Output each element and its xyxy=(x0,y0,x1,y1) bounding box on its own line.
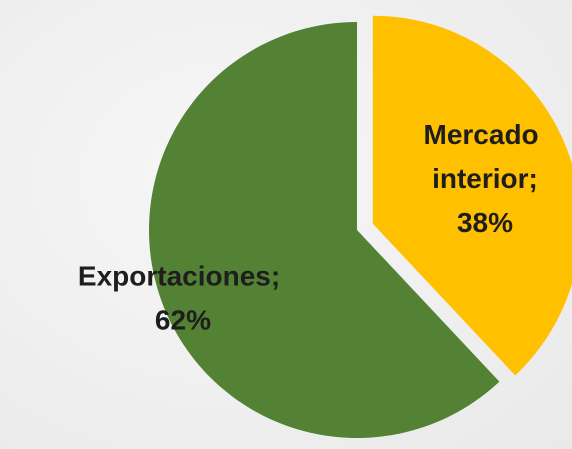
slice-label: Exportaciones; 62% xyxy=(78,261,280,336)
pie-slice xyxy=(149,22,500,438)
slice-label: Mercado interior; 38% xyxy=(424,119,539,238)
pie-slice xyxy=(372,15,572,376)
